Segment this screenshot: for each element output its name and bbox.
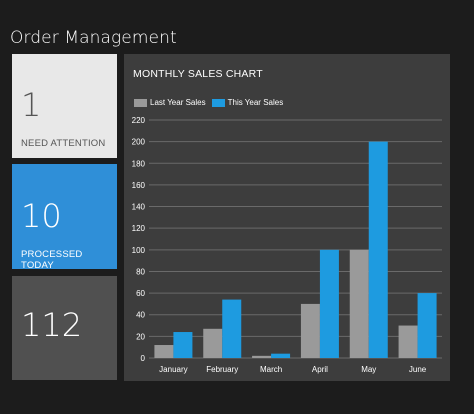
x-tick-label: March	[260, 365, 282, 374]
y-tick-label: 160	[132, 181, 146, 190]
legend-swatch-last-year	[134, 98, 147, 107]
y-tick-label: 60	[136, 289, 145, 298]
legend-swatch-this-year	[211, 98, 225, 107]
y-tick-label: 180	[132, 159, 146, 168]
need-attention-label: NEED ATTENTION	[21, 138, 106, 149]
y-tick-label: 40	[136, 311, 145, 320]
y-tick-label: 220	[132, 116, 146, 125]
bar-this-year-february[interactable]	[222, 299, 242, 358]
y-tick-label: 120	[132, 224, 146, 233]
bar-last-year-march[interactable]	[252, 355, 272, 358]
processed-today-label: PROCESSED TODAY	[21, 249, 83, 271]
page-title: Order Management	[10, 28, 177, 48]
legend-item-this-year: This Year Sales	[211, 98, 284, 107]
y-tick-label: 200	[132, 138, 146, 147]
x-tick-label: April	[312, 365, 328, 374]
monthly-sales-chart-panel: MONTHLY SALES CHART Last Year Sales This…	[124, 54, 450, 381]
legend-item-last-year: Last Year Sales	[134, 98, 206, 107]
processed-today-count: 10	[21, 197, 62, 235]
x-tick-label: February	[206, 365, 238, 374]
bar-this-year-april[interactable]	[319, 249, 339, 358]
total-orders-tile[interactable]: 112	[12, 276, 117, 380]
legend-label-last-year: Last Year Sales	[150, 98, 206, 107]
bar-last-year-june[interactable]	[398, 325, 418, 358]
chart-legend: Last Year Sales This Year Sales	[134, 98, 289, 107]
y-tick-label: 140	[132, 203, 146, 212]
processed-today-tile[interactable]: 10 PROCESSED TODAY	[12, 164, 117, 271]
y-tick-label: 100	[132, 246, 146, 255]
bar-chart-svg: 0 20 40 60 80 100 120 140 160 180 200 220 January Feb…	[132, 116, 442, 374]
bar-this-year-june[interactable]	[417, 293, 437, 358]
chart-title: MONTHLY SALES CHART	[133, 68, 263, 80]
legend-label-this-year: This Year Sales	[227, 98, 284, 107]
bar-this-year-january[interactable]	[173, 332, 193, 358]
y-tick-label: 0	[141, 354, 146, 363]
x-tick-label: June	[409, 365, 427, 374]
bar-this-year-march[interactable]	[271, 353, 291, 358]
bar-last-year-april[interactable]	[300, 303, 320, 358]
bar-last-year-may[interactable]	[349, 249, 369, 358]
y-tick-label: 20	[136, 332, 145, 341]
x-tick-label: January	[159, 365, 187, 374]
bar-last-year-january[interactable]	[154, 345, 174, 358]
total-orders-count: 112	[21, 306, 83, 344]
x-tick-label: May	[361, 365, 376, 374]
bar-last-year-february[interactable]	[203, 328, 223, 358]
y-tick-label: 80	[136, 267, 145, 276]
bar-this-year-may[interactable]	[368, 141, 388, 358]
need-attention-tile[interactable]: 1 NEED ATTENTION	[12, 54, 117, 158]
need-attention-count: 1	[21, 86, 42, 124]
